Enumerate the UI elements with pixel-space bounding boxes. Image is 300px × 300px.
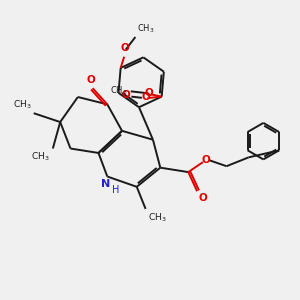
Text: N: N [101,179,110,189]
Text: O: O [87,75,95,85]
Text: O: O [141,92,150,102]
Text: CH$_3$: CH$_3$ [148,211,167,224]
Text: CH$_3$: CH$_3$ [137,22,155,35]
Text: O: O [202,155,210,165]
Text: H: H [112,185,119,195]
Text: CH$_3$: CH$_3$ [13,99,31,111]
Text: O: O [199,193,207,203]
Text: O: O [121,43,130,53]
Text: O: O [122,91,131,100]
Text: O: O [145,88,154,98]
Text: CH$_3$: CH$_3$ [31,151,50,164]
Text: CH$_3$: CH$_3$ [110,85,128,97]
